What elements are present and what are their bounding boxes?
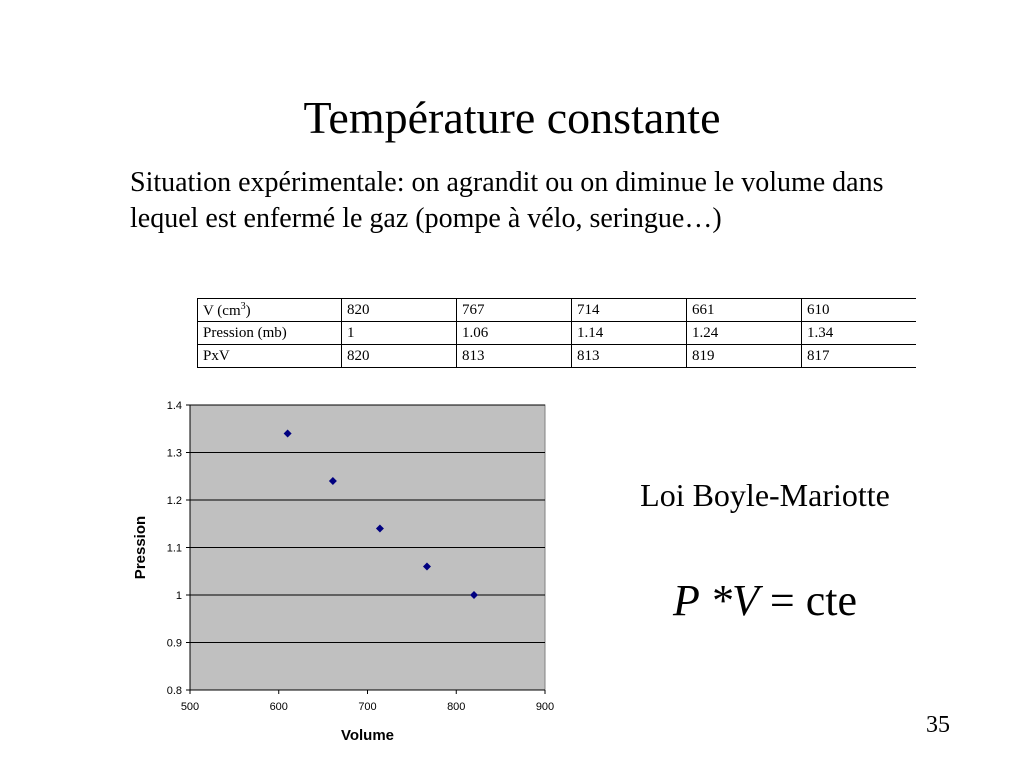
slide-title: Température constante <box>303 92 721 143</box>
law-title: Loi Boyle-Mariotte <box>640 477 890 513</box>
row-label-product: PxV <box>197 344 342 368</box>
body-text: Situation expérimentale: on agrandit ou … <box>130 167 884 234</box>
data-point <box>422 562 431 571</box>
table-cell: 820 <box>341 344 457 368</box>
row-label-pressure: Pression (mb) <box>197 321 342 345</box>
table-cell: 1.14 <box>571 321 687 345</box>
formula-variables: P *V <box>672 576 759 625</box>
table-cell: 813 <box>571 344 687 368</box>
data-table: V (cm3) 820 767 714 661 610 Pression (mb… <box>197 298 916 368</box>
table-cell: 610 <box>801 298 916 322</box>
y-tick-label: 1.4 <box>167 400 182 412</box>
row-label-volume: V (cm3) <box>197 298 342 322</box>
formula-constant: = cte <box>758 576 858 625</box>
x-tick-label: 800 <box>447 701 465 713</box>
y-tick-label: 0.9 <box>167 638 182 650</box>
y-tick-label: 1.3 <box>167 448 182 460</box>
data-point <box>328 477 337 485</box>
table-row-volume: V (cm3) 820 767 714 661 610 <box>197 298 916 322</box>
formula: P *V = cte <box>600 575 930 627</box>
scatter-chart: 0.8 0.9 1 1.1 1.2 1.3 1.4 500 600 700 800 900 Volume… <box>132 400 554 744</box>
data-point <box>470 591 478 599</box>
table-cell: 767 <box>456 298 572 322</box>
y-tick-label: 0.8 <box>167 685 182 697</box>
y-axis-label: Pression <box>132 516 149 579</box>
y-tick-label: 1.1 <box>167 543 182 555</box>
table-cell: 819 <box>686 344 802 368</box>
x-tick-label: 600 <box>270 701 288 713</box>
table-row-product: PxV 820 813 813 819 817 <box>197 344 916 368</box>
x-tick-label: 500 <box>181 701 199 713</box>
x-tick-label: 900 <box>536 701 554 713</box>
page-number: 35 <box>926 712 950 738</box>
table-cell: 820 <box>341 298 457 322</box>
table-row-pressure: Pression (mb) 1 1.06 1.14 1.24 1.34 <box>197 321 916 345</box>
table-cell: 1.24 <box>686 321 802 345</box>
x-axis-label: Volume <box>341 727 394 744</box>
table-cell: 1 <box>341 321 457 345</box>
table-cell: 661 <box>686 298 802 322</box>
y-tick-label: 1.2 <box>167 495 182 507</box>
data-point <box>283 429 292 438</box>
table-cell: 714 <box>571 298 687 322</box>
y-tick-label: 1 <box>176 590 182 602</box>
table-cell: 817 <box>801 344 916 368</box>
table-cell: 813 <box>456 344 572 368</box>
table-cell: 1.34 <box>801 321 916 345</box>
table-cell: 1.06 <box>456 321 572 345</box>
data-point <box>375 524 384 533</box>
x-tick-label: 700 <box>358 701 376 713</box>
